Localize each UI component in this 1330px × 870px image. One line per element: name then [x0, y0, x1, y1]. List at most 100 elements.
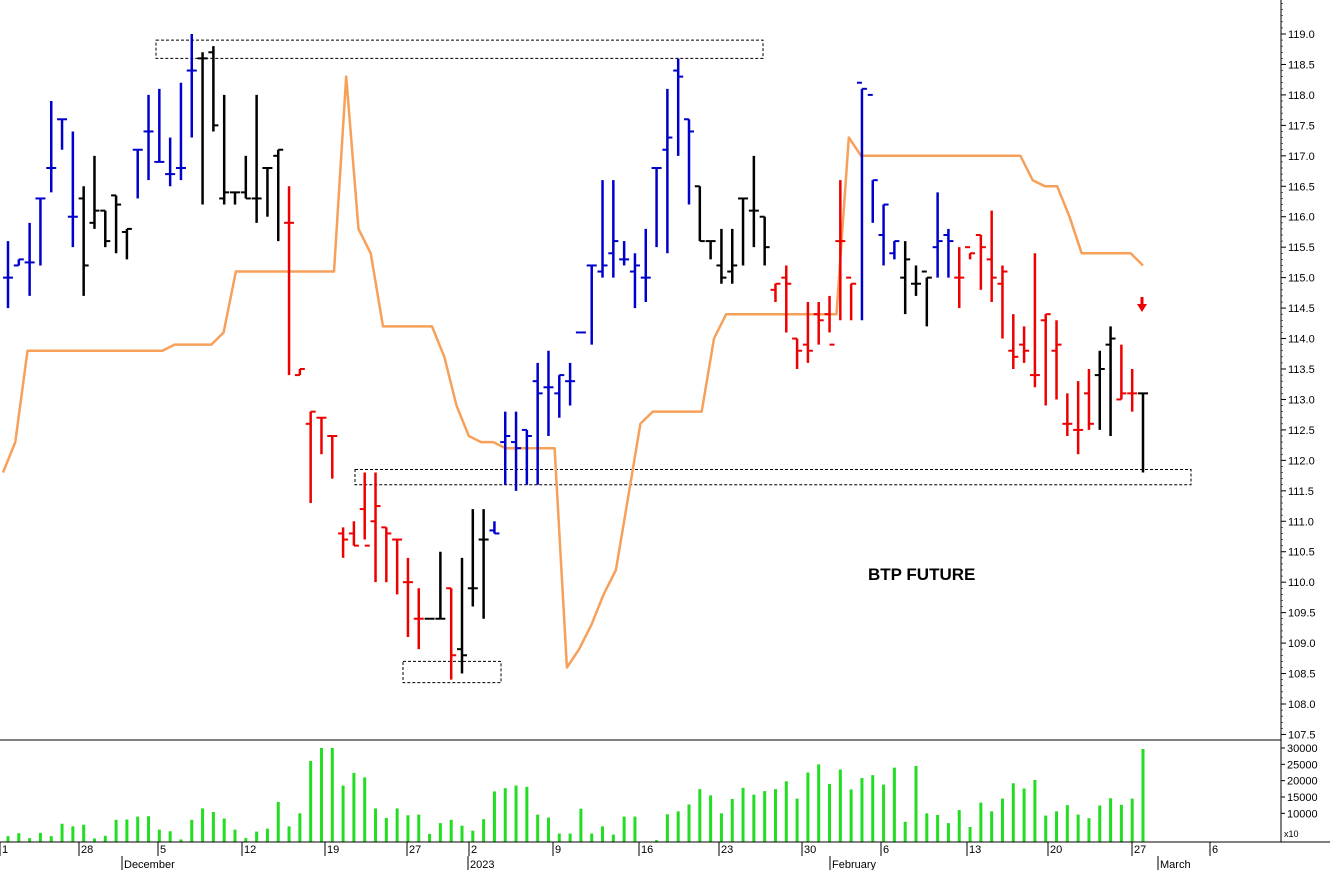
- date-tick-label: 19: [327, 844, 339, 856]
- volume-unit-label: x10: [1284, 829, 1299, 839]
- ohlc-bar: [586, 264, 597, 345]
- ohlc-bar: [954, 247, 965, 309]
- ohlc-bar: [316, 416, 327, 455]
- ohlc-bar: [1073, 381, 1084, 455]
- ohlc-bar: [478, 509, 489, 619]
- date-tick-label: 12: [244, 844, 256, 856]
- ohlc-bar: [684, 118, 694, 205]
- volume-tick-label: 20000: [1287, 776, 1318, 788]
- volume-tick-label: 15000: [1287, 792, 1318, 804]
- ohlc-bar: [802, 302, 813, 363]
- month-label: February: [832, 859, 877, 870]
- ohlc-bar: [835, 180, 846, 321]
- price-tick-label: 113.5: [1288, 364, 1315, 376]
- price-tick-label: 109.5: [1288, 608, 1316, 620]
- ohlc-bar: [165, 137, 176, 187]
- ohlc-bar: [111, 194, 122, 254]
- price-tick-label: 115.0: [1288, 273, 1315, 285]
- date-tick-label: 27: [409, 844, 421, 856]
- ohlc-bar: [1040, 313, 1051, 406]
- ohlc-bar: [889, 240, 900, 260]
- ohlc-bar: [532, 362, 543, 485]
- price-tick-label: 114.0: [1288, 334, 1315, 346]
- price-tick-label: 112.5: [1288, 425, 1315, 437]
- price-tick-label: 107.5: [1288, 729, 1316, 741]
- ohlc-bar: [921, 270, 932, 327]
- ohlc-bar: [121, 227, 132, 260]
- ohlc-bar: [597, 180, 608, 278]
- ohlc-bar: [824, 295, 835, 346]
- ohlc-bar: [500, 411, 511, 485]
- month-label: March: [1160, 859, 1191, 870]
- price-tick-label: 116.5: [1288, 181, 1315, 193]
- price-tick-label: 117.5: [1288, 120, 1315, 132]
- ohlc-bar: [846, 276, 857, 321]
- date-tick-label: 13: [969, 844, 981, 856]
- ohlc-bar: [359, 472, 370, 547]
- ohlc-bar: [694, 185, 705, 243]
- price-tick-label: 119.0: [1288, 29, 1315, 41]
- ohlc-bar: [489, 521, 500, 535]
- ohlc-bar: [716, 228, 727, 284]
- ohlc-bar: [792, 337, 803, 369]
- ohlc-bar: [770, 282, 781, 302]
- ohlc-bar: [46, 101, 57, 193]
- ohlc-bar: [856, 81, 867, 321]
- date-tick-label: 16: [641, 844, 653, 856]
- price-tick-label: 116.0: [1288, 212, 1315, 224]
- ohlc-bar: [251, 94, 262, 223]
- ohlc-bar: [100, 209, 111, 248]
- price-panel: BTP FUTURE: [1, 34, 1192, 684]
- ohlc-bar: [381, 526, 392, 583]
- ohlc-bar: [273, 148, 284, 242]
- volume-tick-label: 10000: [1287, 808, 1318, 820]
- date-tick-label: 2: [471, 844, 477, 856]
- ohlc-bar: [457, 557, 467, 674]
- date-tick-label: 28: [81, 844, 93, 856]
- date-tick-label: 9: [555, 844, 561, 856]
- price-tick-label: 112.0: [1288, 455, 1315, 467]
- ohlc-bar: [78, 186, 89, 296]
- ohlc-bar: [132, 148, 143, 199]
- ohlc-bar: [208, 46, 219, 132]
- ohlc-bar: [143, 94, 154, 181]
- volume-tick-label: 25000: [1287, 759, 1318, 771]
- price-tick-label: 115.5: [1288, 242, 1315, 254]
- price-tick-label: 110.5: [1288, 547, 1315, 559]
- ohlc-bar: [219, 94, 230, 205]
- price-tick-label: 111.5: [1288, 486, 1314, 498]
- price-tick-label: 108.5: [1288, 669, 1316, 681]
- ohlc-bar: [1116, 344, 1127, 401]
- date-tick-label: 27: [1134, 844, 1146, 856]
- ohlc-bar: [1051, 320, 1062, 400]
- support-box: [354, 469, 1192, 486]
- ohlc-bar: [878, 203, 889, 266]
- ohlc-bar: [705, 240, 716, 260]
- date-tick-label: 30: [804, 844, 816, 856]
- ohlc-bar: [608, 180, 619, 278]
- ohlc-bar: [619, 241, 630, 266]
- ohlc-bar: [240, 155, 251, 200]
- ohlc-bar: [521, 428, 532, 485]
- ohlc-bar: [640, 228, 651, 302]
- ohlc-bar: [662, 88, 673, 254]
- ohlc-bar: [35, 197, 46, 266]
- date-tick-label: 6: [1212, 844, 1218, 856]
- price-tick-label: 118.5: [1288, 59, 1315, 71]
- ohlc-bar: [565, 362, 576, 406]
- price-tick-label: 109.0: [1288, 638, 1316, 650]
- ohlc-bar: [673, 58, 684, 156]
- ohlc-bar: [3, 241, 13, 309]
- ohlc-bar: [997, 265, 1008, 339]
- ohlc-bar: [911, 265, 921, 296]
- ohlc-bar: [284, 186, 295, 376]
- ohlc-bar: [1105, 326, 1116, 436]
- ohlc-bar: [1019, 326, 1030, 363]
- ohlc-bar: [900, 241, 911, 315]
- date-tick-label: 6: [883, 844, 889, 856]
- ohlc-bar: [651, 167, 662, 248]
- ohlc-bar: [338, 527, 349, 558]
- date-tick-label: 23: [721, 844, 733, 856]
- volume-tick-label: 30000: [1287, 743, 1318, 755]
- ohlc-bar: [813, 302, 824, 345]
